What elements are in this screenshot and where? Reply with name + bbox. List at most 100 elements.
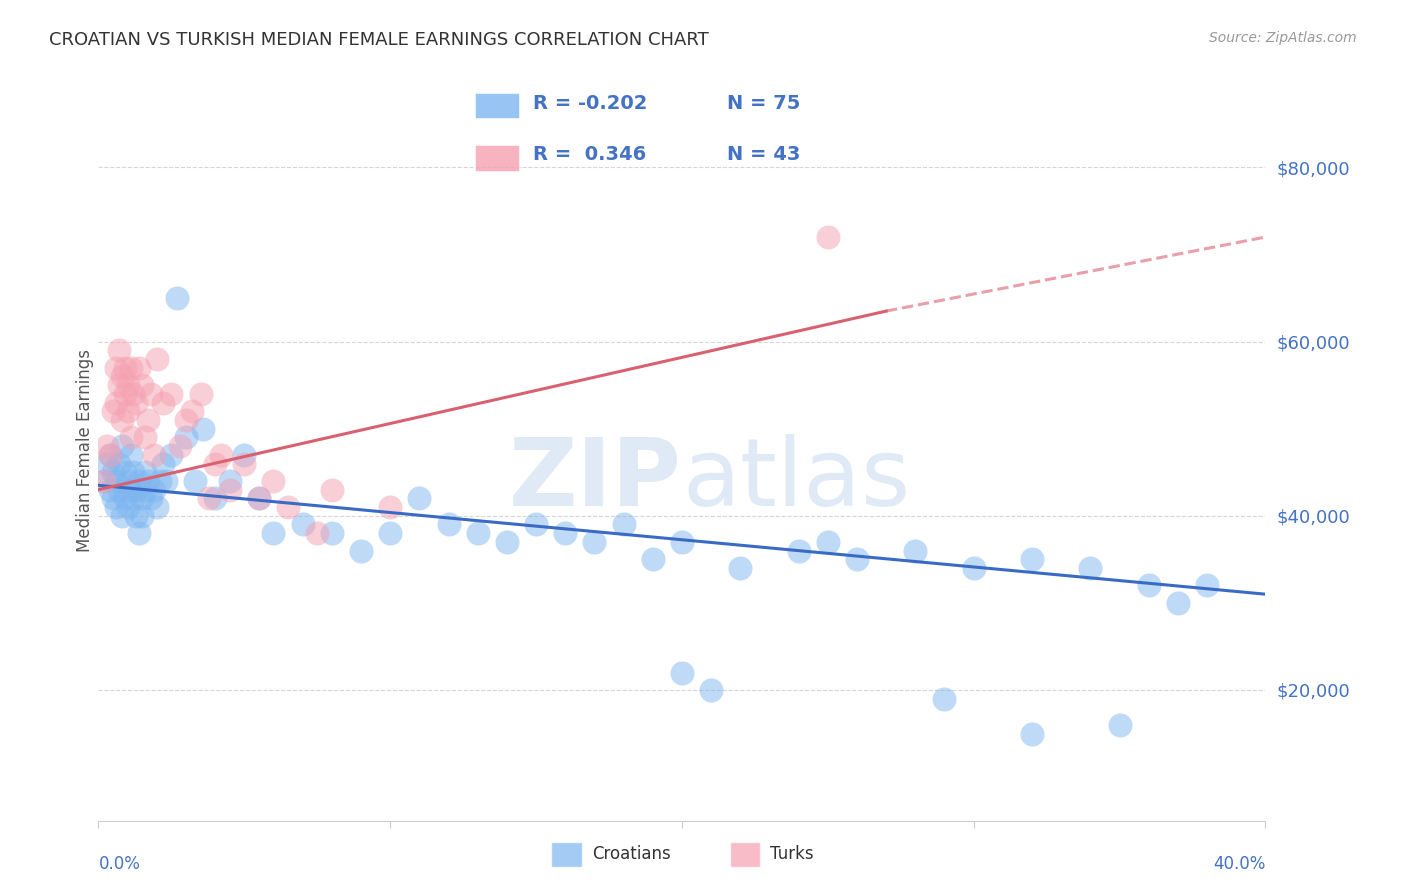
Point [817,535,839,549]
Point [817,230,839,244]
Point [554,526,576,541]
Point [131,508,153,523]
Point [114,465,136,479]
Point [1021,726,1043,740]
Point [934,691,956,706]
Point [122,465,145,479]
Point [962,561,984,575]
Point [146,500,169,514]
Point [247,491,270,506]
Point [671,535,693,549]
Point [321,526,343,541]
Point [98,448,121,462]
Point [125,483,148,497]
Point [108,378,131,392]
Point [233,457,256,471]
Point [277,500,299,514]
Point [380,526,402,541]
FancyBboxPatch shape [475,93,519,119]
Point [204,457,226,471]
Text: Turks: Turks [770,845,814,863]
Point [307,526,329,541]
Text: 40.0%: 40.0% [1213,855,1265,873]
Point [117,474,139,488]
Point [1021,552,1043,566]
Point [190,387,212,401]
Point [160,448,183,462]
Point [155,474,177,488]
Point [101,465,124,479]
Point [496,535,519,549]
Point [104,395,127,409]
Point [641,552,664,566]
Point [117,378,139,392]
Text: N = 75: N = 75 [727,94,800,113]
Point [120,483,142,497]
Point [193,422,215,436]
Point [93,474,115,488]
Point [114,491,136,506]
Point [233,448,256,462]
Point [152,395,174,409]
Point [1080,561,1102,575]
Point [204,491,226,506]
Point [174,413,197,427]
Point [122,491,145,506]
Point [730,561,752,575]
Point [131,491,153,506]
Point [111,508,134,523]
Point [846,552,869,566]
Text: N = 43: N = 43 [727,145,800,164]
Point [114,387,136,401]
Point [904,543,927,558]
Point [198,491,221,506]
Point [98,448,121,462]
Point [114,360,136,375]
Point [1137,578,1160,592]
Point [134,483,156,497]
Point [101,404,124,418]
Point [467,526,489,541]
Point [108,483,131,497]
Point [437,517,460,532]
Point [1108,718,1130,732]
Point [291,517,314,532]
Point [128,474,150,488]
Point [1167,596,1189,610]
Point [218,474,240,488]
FancyBboxPatch shape [730,842,761,867]
Point [1195,578,1218,592]
Point [169,439,191,453]
Point [117,500,139,514]
Text: CROATIAN VS TURKISH MEDIAN FEMALE EARNINGS CORRELATION CHART: CROATIAN VS TURKISH MEDIAN FEMALE EARNIN… [49,31,709,49]
Point [321,483,343,497]
Y-axis label: Median Female Earnings: Median Female Earnings [76,349,94,552]
Point [104,500,127,514]
Point [111,413,134,427]
Point [612,517,634,532]
Point [120,430,142,444]
Point [128,360,150,375]
Point [139,387,162,401]
Point [139,491,162,506]
Point [262,474,284,488]
FancyBboxPatch shape [551,842,582,867]
Point [120,448,142,462]
Point [671,665,693,680]
Point [180,404,202,418]
Point [209,448,232,462]
Text: Source: ZipAtlas.com: Source: ZipAtlas.com [1209,31,1357,45]
Point [111,369,134,384]
Point [120,360,142,375]
Point [96,457,118,471]
Point [104,360,127,375]
Point [218,483,240,497]
Point [131,378,153,392]
Point [142,448,165,462]
Point [125,508,148,523]
Point [98,483,121,497]
Point [136,413,159,427]
Text: Croatians: Croatians [592,845,671,863]
Text: R = -0.202: R = -0.202 [533,94,648,113]
Point [101,491,124,506]
